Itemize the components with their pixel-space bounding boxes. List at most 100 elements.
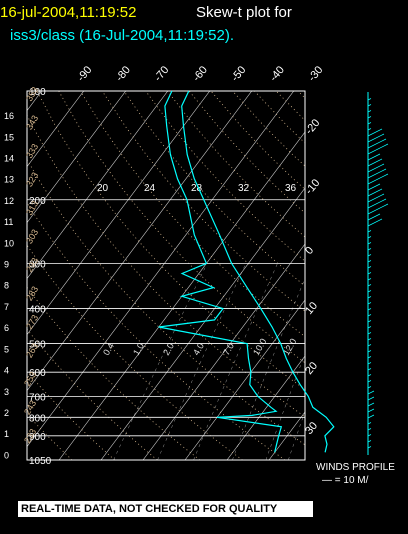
- isotherm-line: [27, 91, 168, 280]
- wind-barb: [367, 296, 372, 299]
- wind-barb: [367, 356, 372, 359]
- dry-adiabat: [27, 202, 286, 460]
- wind-barb: [367, 332, 372, 335]
- mixing-ratio-line: [288, 410, 305, 460]
- height-label: 6: [4, 323, 9, 333]
- disclaimer-banner: REAL-TIME DATA, NOT CHECKED FOR QUALITY: [18, 501, 313, 517]
- wind-barb: [367, 133, 385, 143]
- wind-barb: [367, 368, 372, 371]
- isotherm-line: [58, 131, 305, 460]
- wind-scale: — = 10 M/: [322, 475, 369, 486]
- height-label: 1: [4, 429, 9, 439]
- wind-barb: [367, 326, 372, 329]
- wind-barb: [367, 193, 385, 203]
- pressure-label: 900: [29, 432, 46, 443]
- pressure-label: 400: [29, 305, 46, 316]
- wind-barb: [367, 198, 387, 209]
- height-label: 10: [4, 238, 14, 248]
- wind-barb: [367, 408, 375, 413]
- wind-barb: [367, 213, 381, 221]
- dewpoint-line: [158, 90, 283, 453]
- wind-barb: [367, 422, 372, 425]
- height-label: 8: [4, 281, 9, 291]
- mixing-ratio-label: 36: [285, 183, 297, 194]
- wind-barb: [367, 128, 383, 137]
- wind-barb: [367, 143, 389, 155]
- wind-barb: [367, 153, 381, 161]
- pressure-label: 100: [29, 87, 46, 98]
- wind-barb: [367, 188, 383, 197]
- isotherm-line: [142, 243, 305, 460]
- wind-barb: [367, 138, 387, 149]
- title-date: 16-jul-2004,11:19:52: [0, 4, 137, 21]
- wind-barb: [367, 110, 372, 113]
- temperature-line: [181, 90, 335, 453]
- pressure-label: 1050: [29, 456, 52, 467]
- wind-barb: [367, 203, 389, 215]
- mixing-ratio-label: 32: [238, 183, 250, 194]
- wind-barb: [367, 98, 372, 101]
- wind-barb: [367, 428, 372, 431]
- dry-adiabat: [27, 413, 73, 460]
- height-label: 7: [4, 302, 9, 312]
- wind-barb: [367, 128, 372, 131]
- wind-barb: [367, 158, 383, 167]
- dry-adiabat: [27, 158, 305, 446]
- wind-barb: [367, 248, 372, 251]
- wind-barb: [367, 434, 372, 437]
- height-label: 5: [4, 344, 9, 354]
- mixing-ratio-line: [232, 278, 305, 460]
- isotherm-line: [27, 91, 126, 224]
- plot-grid: [26, 90, 306, 461]
- wind-barb: [367, 390, 375, 395]
- wind-barb: [367, 236, 372, 239]
- height-label: 13: [4, 175, 14, 185]
- wind-barb: [367, 314, 372, 317]
- pressure-label: 600: [29, 368, 46, 379]
- pressure-label: 200: [29, 196, 46, 207]
- mixing-ratio-line: [113, 263, 208, 460]
- pressure-label: 300: [29, 259, 46, 270]
- wind-barb: [367, 278, 372, 281]
- mixing-ratio-line: [265, 353, 305, 460]
- wind-label: WINDS PROFILE: [316, 462, 395, 473]
- profiles: [158, 90, 335, 453]
- wind-barb: [367, 380, 372, 383]
- mixing-ratio-line: [193, 263, 278, 460]
- isotherm-line: [27, 91, 210, 336]
- height-label: 0: [4, 450, 9, 460]
- mixing-ratio-label: 24: [144, 183, 156, 194]
- wind-barb: [367, 362, 372, 365]
- wind-barb: [367, 104, 372, 107]
- pressure-label: 800: [29, 413, 46, 424]
- isotherm-line: [27, 91, 294, 448]
- height-label: 2: [4, 408, 9, 418]
- wind-barb: [367, 173, 389, 185]
- wind-barb: [367, 338, 372, 341]
- wind-barb: [367, 230, 372, 233]
- wind-barb: [367, 260, 372, 263]
- wind-barb: [367, 386, 372, 389]
- wind-barb: [367, 344, 372, 347]
- wind-barb: [367, 183, 381, 191]
- dry-adiabat: [27, 286, 201, 460]
- wind-barb: [367, 122, 372, 125]
- pressure-label: 500: [29, 340, 46, 351]
- wind-barb: [367, 402, 375, 407]
- title-text: Skew-t plot for: [196, 4, 292, 21]
- pressure-label: 700: [29, 392, 46, 403]
- wind-barb: [367, 163, 385, 173]
- wind-barb: [367, 254, 372, 257]
- wind-barb: [367, 168, 387, 179]
- subtitle: iss3/class (16-Jul-2004,11:19:52).: [10, 27, 234, 44]
- isotherm-line: [184, 299, 305, 460]
- wind-profile: [367, 92, 389, 455]
- mixing-ratio-label: 20: [97, 183, 109, 194]
- height-label: 14: [4, 153, 14, 163]
- wind-barb: [367, 440, 372, 443]
- height-label: 16: [4, 111, 14, 121]
- isotherm-line: [27, 91, 252, 392]
- wind-barb: [367, 414, 375, 419]
- wind-barb: [367, 272, 372, 275]
- wind-barb: [367, 284, 372, 287]
